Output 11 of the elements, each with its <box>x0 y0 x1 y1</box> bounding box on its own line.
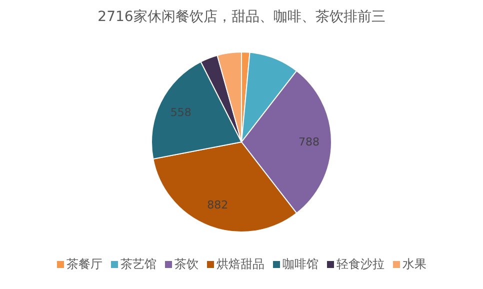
legend-label: 轻食沙拉 <box>336 256 384 273</box>
chart-title: 2716家休闲餐饮店，甜品、咖啡、茶饮排前三 <box>96 8 386 27</box>
data-label: 788 <box>298 136 320 148</box>
legend-label: 咖啡馆 <box>282 256 318 273</box>
legend-label: 烘焙甜品 <box>216 256 264 273</box>
legend-label: 茶艺馆 <box>120 256 156 273</box>
legend-label: 茶餐厅 <box>66 256 102 273</box>
legend-label: 茶饮 <box>174 256 198 273</box>
legend-label: 水果 <box>402 256 426 273</box>
data-label: 882 <box>207 198 228 212</box>
data-label: 558 <box>170 106 192 119</box>
